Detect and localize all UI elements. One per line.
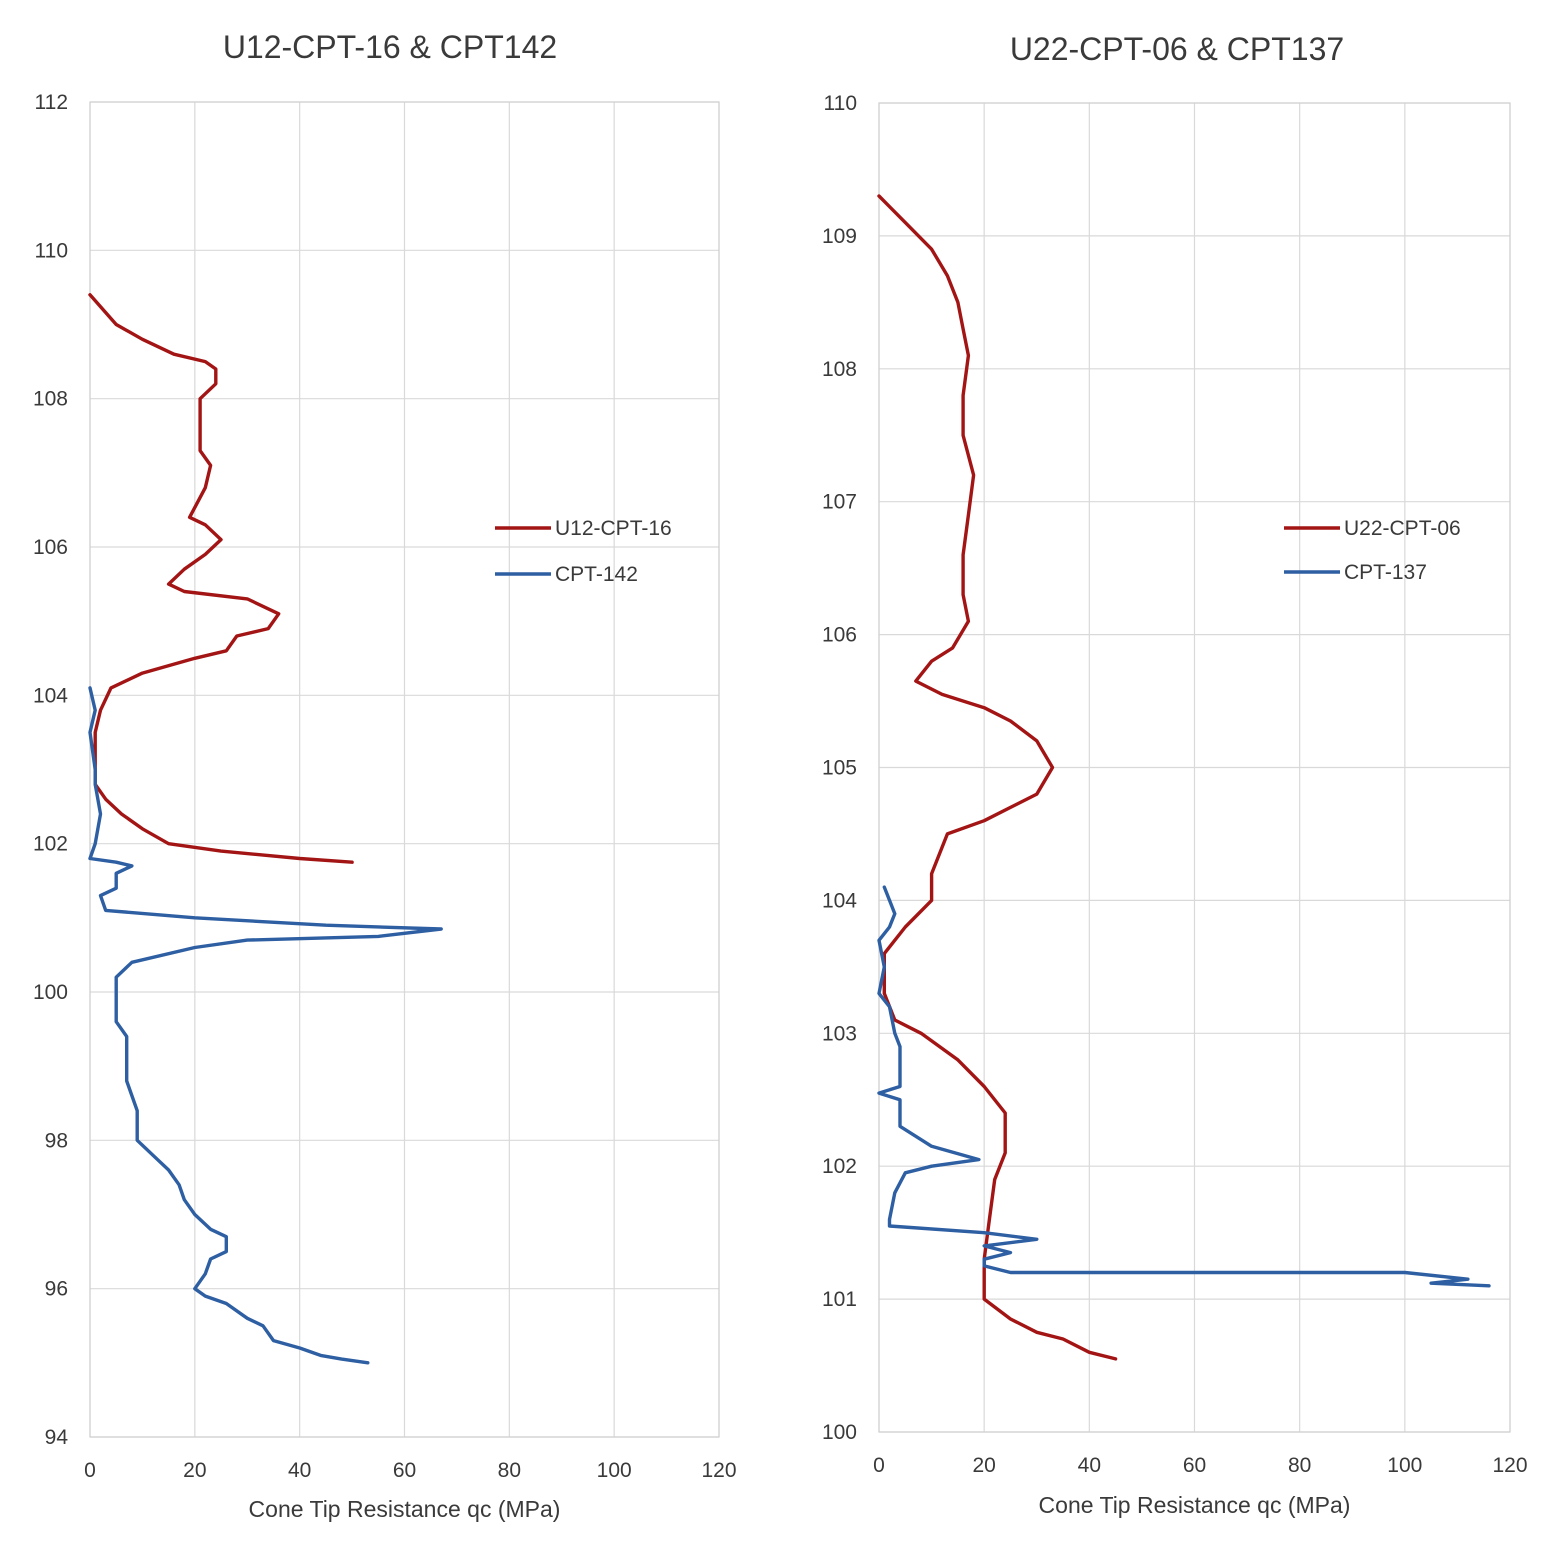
- x-tick-label: 0: [84, 1459, 96, 1482]
- x-tick-label: 20: [183, 1459, 206, 1482]
- series-line-cpt-142: [88, 686, 443, 1365]
- y-tick-label: 94: [45, 1426, 69, 1449]
- y-tick-label: 107: [822, 491, 857, 514]
- x-tick-label: 120: [701, 1459, 736, 1482]
- y-tick-label: 102: [33, 833, 68, 856]
- y-tick-label: 104: [33, 684, 68, 707]
- y-tick-label: 108: [33, 388, 68, 411]
- y-tick-label: 103: [822, 1022, 857, 1045]
- x-axis-label: Cone Tip Resistance qc (MPa): [1039, 1492, 1351, 1518]
- x-tick-label: 100: [1387, 1454, 1422, 1477]
- y-tick-label: 100: [33, 981, 68, 1004]
- x-tick-label: 60: [1183, 1454, 1206, 1477]
- chart-title: U22-CPT-06 & CPT137: [1010, 31, 1344, 67]
- y-tick-label: 100: [822, 1421, 857, 1444]
- y-tick-label: 110: [35, 239, 68, 262]
- x-tick-label: 80: [498, 1459, 521, 1482]
- plot-area: [89, 101, 720, 1438]
- x-tick-label: 0: [873, 1454, 885, 1477]
- plot-area: [878, 102, 1511, 1433]
- legend-item-cpt-137: CPT-137: [1284, 561, 1427, 584]
- y-tick-label: 106: [822, 624, 857, 647]
- x-tick-label: 20: [972, 1454, 995, 1477]
- x-tick-label: 120: [1492, 1454, 1527, 1477]
- y-tick-label: 98: [45, 1129, 68, 1152]
- y-tick-label: 105: [822, 757, 857, 780]
- x-axis-label: Cone Tip Resistance qc (MPa): [249, 1496, 561, 1522]
- x-tick-label: 80: [1288, 1454, 1311, 1477]
- legend-item-cpt-142: CPT-142: [495, 563, 638, 586]
- legend-label: U12-CPT-16: [555, 517, 672, 540]
- x-tick-label: 40: [288, 1459, 311, 1482]
- y-tick-label: 96: [45, 1278, 68, 1301]
- series-line-u22-cpt-06: [877, 194, 1118, 1361]
- y-tick-label: 109: [822, 225, 857, 248]
- legend-label: U22-CPT-06: [1344, 517, 1461, 540]
- chart-right-u22-cpt137: U22-CPT-06 & CPT137 0 20 40 60 80 100 120 110 109…: [822, 31, 1528, 1518]
- y-tick-label: 104: [822, 889, 857, 912]
- legend-label: CPT-137: [1344, 561, 1427, 584]
- chart-title: U12-CPT-16 & CPT142: [223, 29, 557, 65]
- y-tick-label: 110: [824, 92, 857, 115]
- y-tick-label: 106: [33, 536, 68, 559]
- series-line-u12-cpt-16: [88, 293, 354, 864]
- y-tick-label: 101: [822, 1288, 857, 1311]
- x-tick-label: 60: [393, 1459, 416, 1482]
- chart-left-u12-cpt142: U12-CPT-16 & CPT142 0 20 40 60 80 100 120 112 110…: [33, 29, 737, 1522]
- y-tick-label: 108: [822, 358, 857, 381]
- series-line-cpt-137: [877, 885, 1491, 1288]
- legend-item-u12-cpt-16: U12-CPT-16: [495, 517, 672, 540]
- x-tick-label: 40: [1078, 1454, 1101, 1477]
- y-tick-label: 102: [822, 1155, 857, 1178]
- legend-label: CPT-142: [555, 563, 638, 586]
- legend-item-u22-cpt-06: U22-CPT-06: [1284, 517, 1461, 540]
- x-tick-label: 100: [597, 1459, 632, 1482]
- y-tick-label: 112: [35, 91, 68, 114]
